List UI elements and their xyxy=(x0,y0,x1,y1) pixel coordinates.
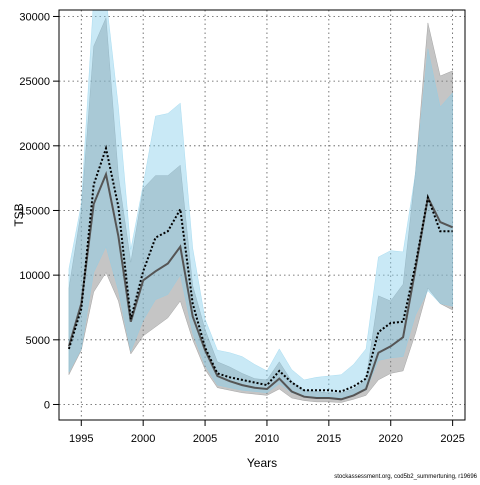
y-tick-label: 20000 xyxy=(19,141,50,153)
series-line-1 xyxy=(67,170,453,401)
confidence-bands xyxy=(68,10,453,403)
plot-frame xyxy=(58,9,466,421)
x-tick-label: 1995 xyxy=(69,433,93,445)
y-tick-label: 0 xyxy=(44,399,50,411)
x-tick-label: 2010 xyxy=(255,433,279,445)
x-axis-title: Years xyxy=(247,456,277,470)
confidence-band-1 xyxy=(68,17,453,403)
y-axis-title: TSB xyxy=(12,203,26,226)
x-tick-label: 2005 xyxy=(193,433,217,445)
axes: 1995 2000 2005 2010 2015 2020 2025 0 5000 10000 15… xyxy=(19,11,464,445)
series-lines xyxy=(67,144,453,401)
x-tick-label: 2020 xyxy=(378,433,402,445)
y-tick-label: 25000 xyxy=(19,76,50,88)
series-line-2 xyxy=(67,144,453,393)
y-tick-label: 30000 xyxy=(19,11,50,23)
x-tick-label: 2015 xyxy=(317,433,341,445)
confidence-band-2 xyxy=(68,10,453,399)
y-tick-label: 10000 xyxy=(19,270,50,282)
x-tick-label: 2000 xyxy=(131,433,155,445)
x-tick-label: 2025 xyxy=(440,433,464,445)
y-tick-label: 15000 xyxy=(19,205,50,217)
source-annotation: stockassessment.org, cod5b2_summertuning… xyxy=(334,474,477,480)
y-tick-label: 5000 xyxy=(26,335,50,347)
